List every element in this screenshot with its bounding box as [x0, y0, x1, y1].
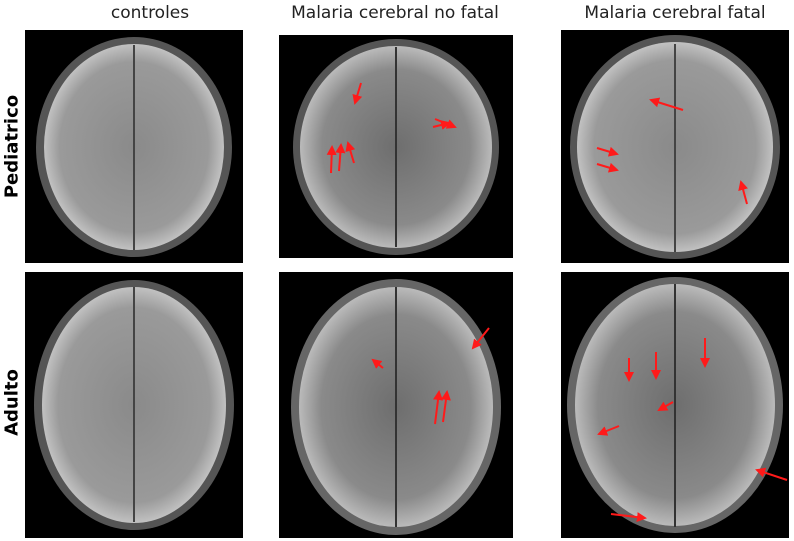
mri-pediatric-control [25, 30, 243, 263]
lesion-arrows [596, 97, 748, 205]
row-label-pediatric: Pediatrico [1, 94, 23, 199]
mri-pediatric-nonfatal [279, 35, 513, 258]
mri-pediatric-fatal [561, 30, 789, 263]
column-title-controls: controles [110, 3, 190, 23]
lesion-arrows [597, 338, 788, 523]
column-title-fatal: Malaria cerebral fatal [584, 3, 766, 23]
column-title-nonfatal: Malaria cerebral no fatal [291, 3, 499, 23]
lesion-arrows [326, 82, 457, 174]
row-label-adult: Adulto [1, 369, 23, 436]
mri-adult-control [25, 272, 243, 538]
mri-adult-nonfatal [279, 272, 513, 538]
lesion-arrows [371, 327, 490, 425]
mri-adult-fatal [561, 272, 789, 538]
